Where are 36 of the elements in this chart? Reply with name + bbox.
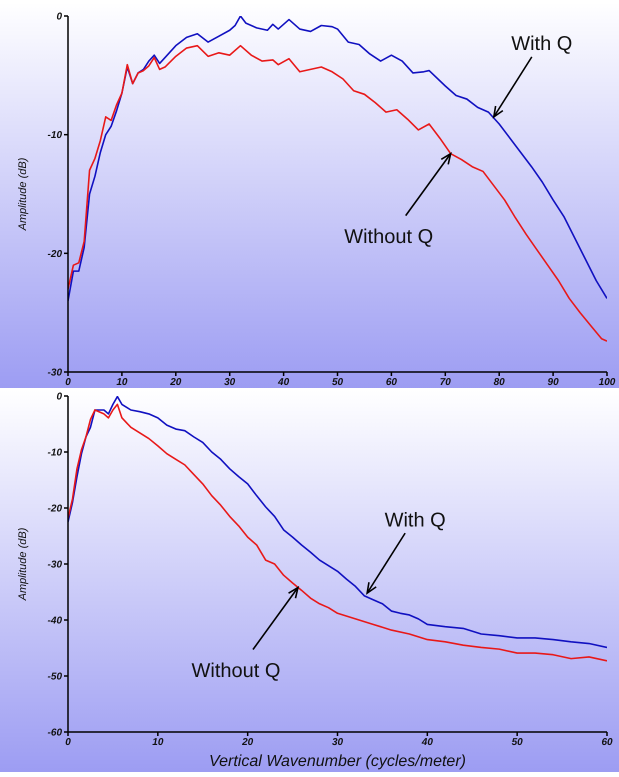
- x-tick-label: 30: [224, 377, 236, 388]
- x-tick-label: 100: [598, 377, 616, 388]
- x-tick-label: 0: [65, 737, 72, 748]
- x-tick-label: 70: [440, 377, 452, 388]
- annotation: Without Q: [192, 660, 280, 682]
- x-axis-title: Vertical Wavenumber (cycles/meter): [209, 753, 466, 770]
- x-tick-label: 60: [601, 737, 613, 748]
- x-tick-label: 50: [512, 737, 524, 748]
- x-tick-label: 30: [332, 737, 344, 748]
- y-axis-title: Amplitude (dB): [16, 527, 29, 602]
- x-tick-label: 90: [548, 377, 560, 388]
- x-tick-label: 60: [386, 377, 398, 388]
- x-tick-label: 80: [494, 377, 506, 388]
- annotation: Without Q: [344, 226, 434, 248]
- y-tick-label: -60: [48, 728, 62, 739]
- x-tick-label: 40: [277, 377, 290, 388]
- x-tick-label: 10: [152, 737, 164, 748]
- x-tick-label: 0: [65, 377, 72, 388]
- y-axis-title: Amplitude (dB): [16, 157, 29, 232]
- annotation: With Q: [384, 509, 446, 532]
- x-tick-label: 40: [420, 737, 434, 748]
- y-tick-label: -30: [48, 560, 62, 571]
- x-tick-label: 20: [241, 737, 254, 748]
- y-tick-label: 0: [56, 392, 62, 403]
- y-tick-label: -10: [48, 448, 62, 459]
- x-tick-label: 50: [332, 377, 344, 388]
- y-tick-label: 0: [56, 12, 62, 23]
- y-tick-label: -50: [48, 672, 62, 683]
- y-tick-label: -40: [48, 616, 62, 627]
- y-tick-label: -20: [48, 504, 62, 515]
- x-tick-label: 20: [169, 377, 182, 388]
- y-tick-label: -30: [48, 368, 62, 379]
- annotation: With Q: [511, 33, 572, 56]
- x-tick-label: 10: [116, 377, 128, 388]
- y-tick-label: -10: [48, 130, 62, 142]
- y-tick-label: -20: [48, 248, 62, 260]
